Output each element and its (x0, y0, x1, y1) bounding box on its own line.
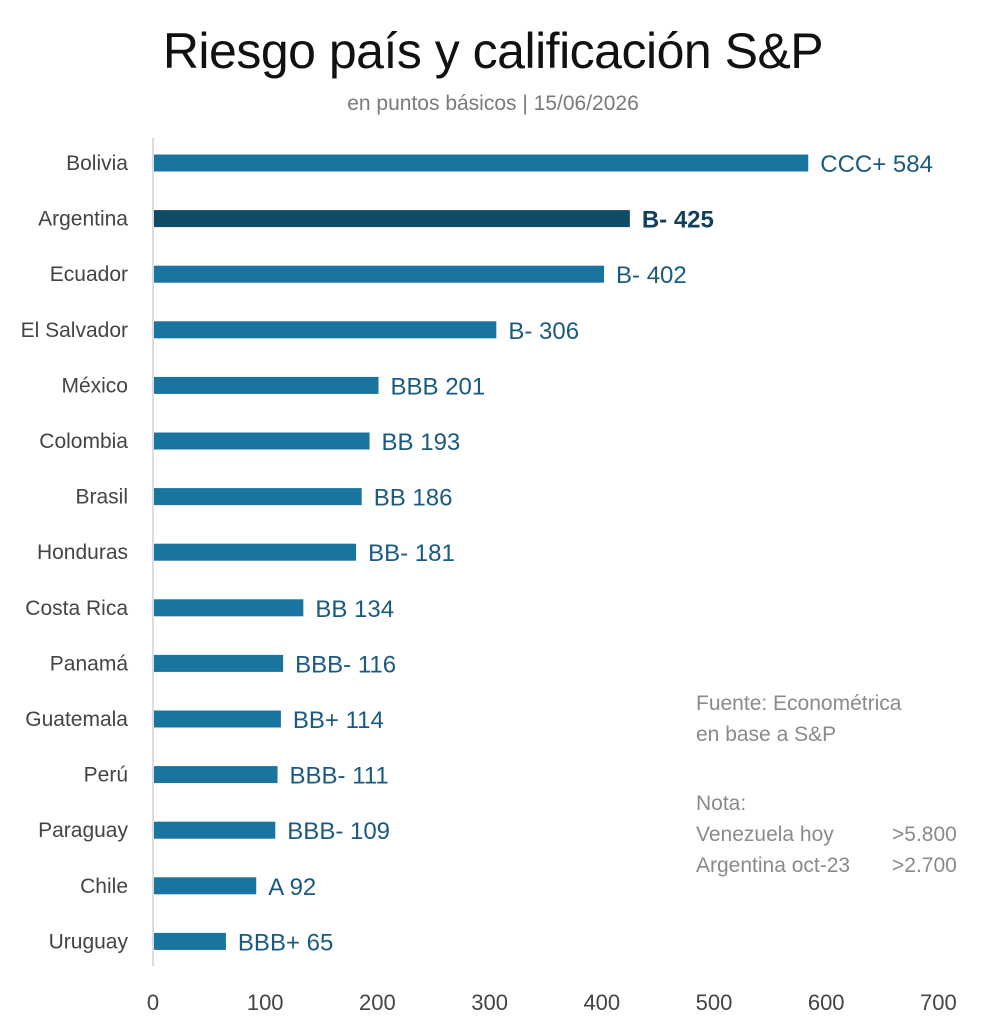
data-label: A 92 (268, 874, 316, 901)
category-label: Guatemala (25, 708, 128, 731)
note-value: >2.700 (892, 854, 957, 877)
data-label: BBB- 111 (290, 763, 389, 790)
data-label: BB 186 (374, 485, 453, 512)
data-label: BB- 181 (368, 540, 455, 567)
bar (154, 932, 226, 950)
x-tick-label: 0 (147, 990, 159, 1015)
x-tick-label: 600 (808, 990, 845, 1015)
source-line-1: Fuente: Econométrica (696, 692, 902, 715)
category-label: Chile (80, 875, 128, 898)
category-label: México (61, 374, 128, 397)
note-label: Argentina oct-23 (696, 854, 851, 877)
category-label: Honduras (37, 541, 128, 564)
x-tick-label: 500 (696, 990, 733, 1015)
data-label: B- 402 (616, 262, 687, 289)
bar (154, 710, 281, 728)
category-label: Brasil (75, 486, 128, 509)
category-label: Paraguay (38, 819, 128, 842)
bar (154, 488, 362, 506)
x-tick-label: 200 (359, 990, 396, 1015)
category-label: Uruguay (49, 930, 129, 953)
category-label: Colombia (39, 430, 128, 453)
data-label: BB 193 (382, 429, 461, 456)
bar (154, 654, 284, 672)
note-value: >5.800 (892, 823, 957, 846)
note-label: Venezuela hoy (696, 823, 834, 846)
category-label: El Salvador (21, 319, 128, 342)
data-label: BBB 201 (391, 373, 486, 400)
x-tick-label: 700 (920, 990, 957, 1015)
bar (154, 376, 379, 394)
bar (154, 321, 497, 339)
chart-subtitle: en puntos básicos | 15/06/2026 (347, 92, 639, 115)
note-row-venezuela: Venezuela hoy >5.800 (696, 819, 957, 850)
notes-panel: Fuente: Econométrica en base a S&P Nota:… (696, 688, 957, 881)
data-label: B- 306 (508, 318, 579, 345)
chart-title: Riesgo país y calificación S&P (162, 23, 824, 79)
data-label: BB 134 (315, 596, 394, 623)
data-label: CCC+ 584 (820, 151, 933, 178)
x-tick-label: 400 (583, 990, 620, 1015)
category-label: Bolivia (66, 152, 128, 175)
data-label: BBB- 109 (287, 818, 390, 845)
category-label: Ecuador (50, 263, 128, 286)
bar (154, 154, 809, 172)
note-row-argentina: Argentina oct-23 >2.700 (696, 850, 957, 881)
category-label: Perú (84, 764, 128, 787)
x-tick-label: 300 (471, 990, 508, 1015)
data-label: B- 425 (642, 207, 714, 234)
bar (154, 877, 257, 895)
bar (154, 766, 278, 784)
source-line-2: en base a S&P (696, 723, 837, 746)
data-label: BBB- 116 (295, 651, 396, 678)
bar (154, 599, 304, 617)
data-label: BB+ 114 (293, 707, 384, 734)
category-label: Argentina (38, 208, 128, 231)
note-title: Nota: (696, 792, 747, 815)
bar (154, 265, 605, 283)
bar (154, 210, 630, 228)
category-label: Costa Rica (25, 597, 128, 620)
bar (154, 432, 370, 450)
bar (154, 821, 276, 839)
data-label: BBB+ 65 (238, 929, 333, 956)
category-label: Panamá (50, 652, 129, 675)
x-tick-label: 100 (247, 990, 284, 1015)
bar (154, 543, 357, 561)
